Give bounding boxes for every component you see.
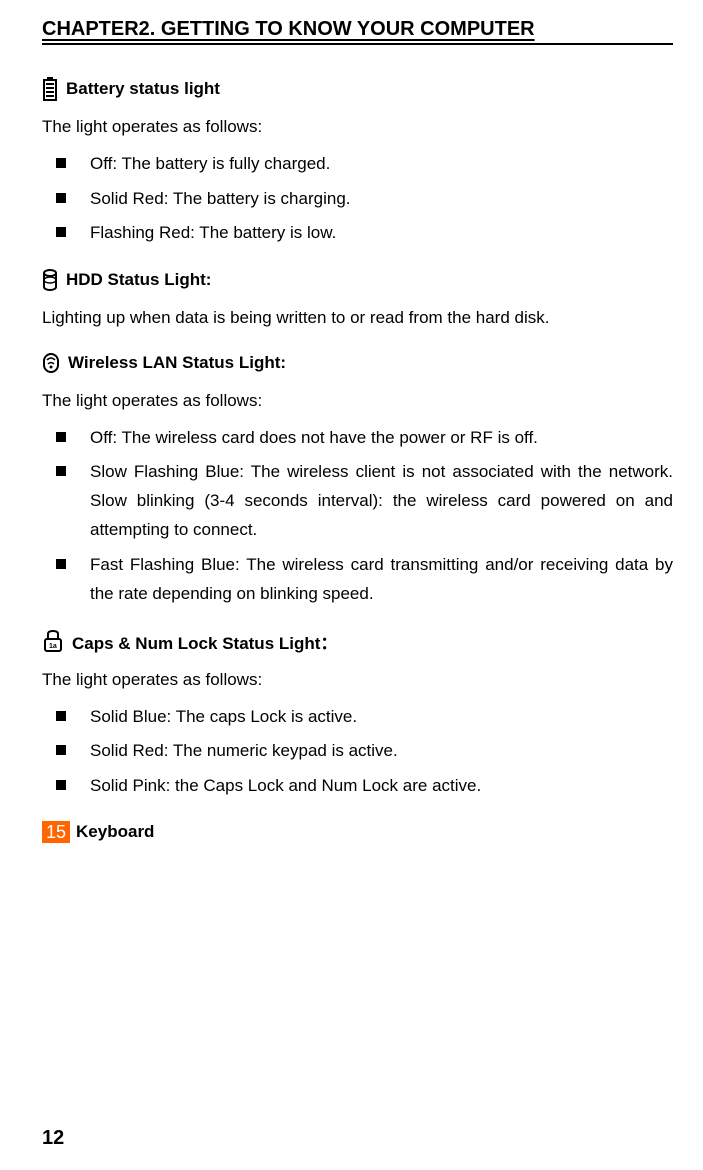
- battery-intro: The light operates as follows:: [42, 115, 673, 140]
- list-item: Slow Flashing Blue: The wireless client …: [42, 458, 673, 545]
- section-title-text: HDD Status Light:: [66, 270, 211, 290]
- list-item: Solid Pink: the Caps Lock and Num Lock a…: [42, 772, 673, 801]
- list-item: Solid Blue: The caps Lock is active.: [42, 703, 673, 732]
- hdd-icon: [42, 268, 58, 292]
- list-item: Off: The battery is fully charged.: [42, 150, 673, 179]
- section-battery-title: Battery status light: [42, 77, 673, 101]
- section-keyboard-title: 15 Keyboard: [42, 821, 673, 843]
- chapter-header: CHAPTER2. GETTING TO KNOW YOUR COMPUTER: [42, 18, 673, 45]
- section-title-text: Wireless LAN Status Light:: [68, 353, 286, 373]
- svg-text:1a: 1a: [49, 643, 57, 650]
- battery-icon: [42, 77, 58, 101]
- capsnum-list: Solid Blue: The caps Lock is active. Sol…: [42, 703, 673, 802]
- section-hdd-title: HDD Status Light:: [42, 268, 673, 292]
- capsnum-intro: The light operates as follows:: [42, 668, 673, 693]
- section-wlan-title: Wireless LAN Status Light:: [42, 351, 673, 375]
- list-item: Flashing Red: The battery is low.: [42, 219, 673, 248]
- caps-num-lock-icon: 1a: [42, 629, 64, 653]
- list-item: Fast Flashing Blue: The wireless card tr…: [42, 551, 673, 609]
- wlan-intro: The light operates as follows:: [42, 389, 673, 414]
- section-title-text: Battery status light: [66, 79, 220, 99]
- battery-list: Off: The battery is fully charged. Solid…: [42, 150, 673, 249]
- page-number: 12: [42, 1127, 64, 1150]
- hdd-desc: Lighting up when data is being written t…: [42, 306, 673, 331]
- list-item: Solid Red: The numeric keypad is active.: [42, 737, 673, 766]
- section-title-text: Keyboard: [76, 822, 154, 842]
- list-item: Solid Red: The battery is charging.: [42, 185, 673, 214]
- list-item: Off: The wireless card does not have the…: [42, 424, 673, 453]
- keyboard-badge: 15: [42, 821, 70, 843]
- wifi-icon: [42, 351, 60, 375]
- section-title-text: Caps & Num Lock Status Light：: [72, 629, 337, 654]
- wlan-list: Off: The wireless card does not have the…: [42, 424, 673, 609]
- section-capsnum-title: 1a Caps & Num Lock Status Light：: [42, 629, 673, 654]
